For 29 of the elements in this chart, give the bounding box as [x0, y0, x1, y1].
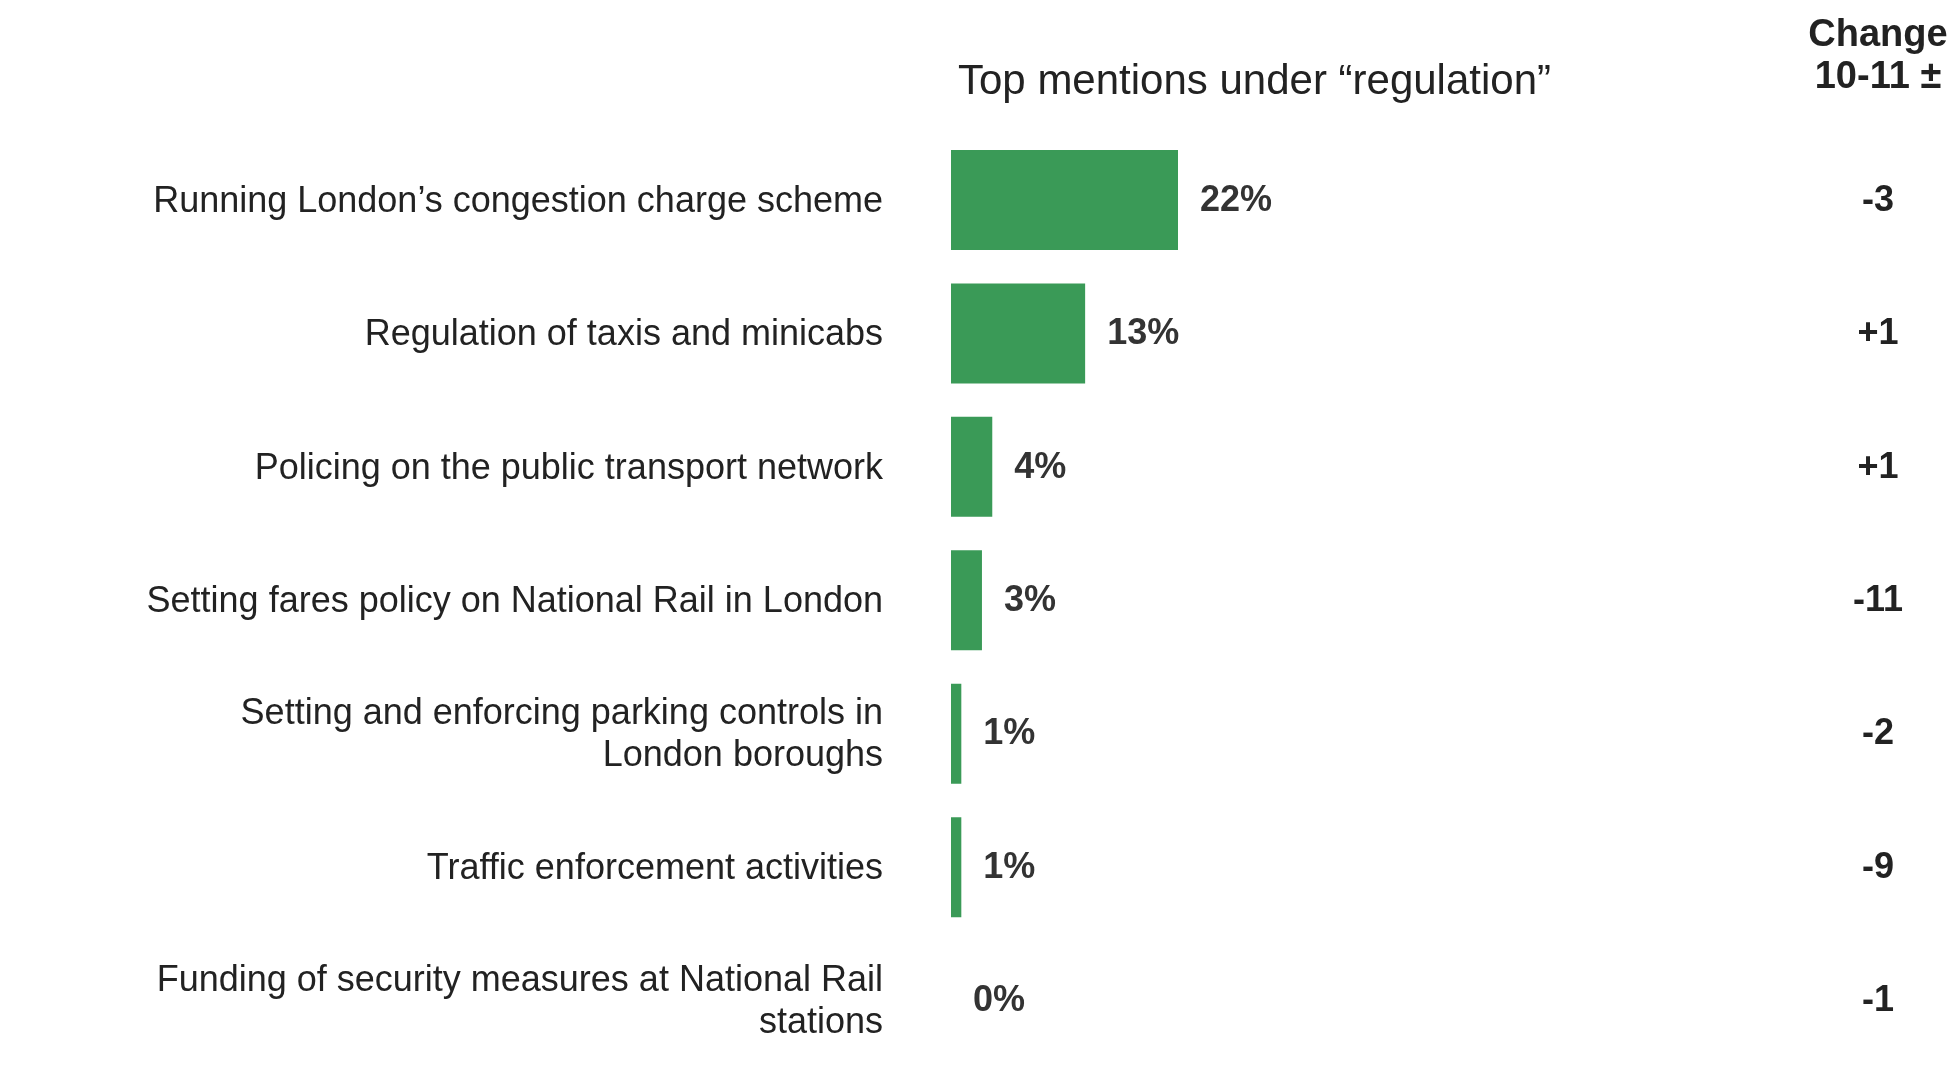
data-label: 3%	[1003, 578, 1056, 620]
text: -3	[1861, 177, 1895, 220]
bar	[951, 283, 1086, 384]
text: -1	[1861, 978, 1895, 1021]
text: Change 10-11 ±	[1807, 12, 1949, 96]
data-label: 4%	[1014, 444, 1067, 487]
y-tick-label: Funding of security measures at National Rail stations	[155, 958, 883, 1043]
y-tick-label: Setting and enforcing parking controls in London boroughs	[239, 691, 883, 776]
bar	[951, 150, 1178, 250]
text: -9	[1861, 844, 1895, 887]
bar	[951, 416, 993, 517]
y-tick-label: Setting fares policy on National Rail in London	[146, 579, 883, 621]
data-label: 1%	[983, 711, 1036, 754]
data-label: 0%	[973, 978, 1026, 1021]
y-tick-label: Policing on the public transport network	[254, 445, 883, 488]
bar	[951, 550, 982, 651]
y-tick-label: Regulation of taxis and minicabs	[364, 312, 883, 355]
data-label: 13%	[1107, 311, 1180, 354]
data-label: 22%	[1200, 177, 1273, 220]
bar	[951, 683, 962, 784]
y-tick-label: Running London’s congestion charge scheme	[153, 178, 883, 221]
chart-title: Top mentions under “regulation”	[958, 56, 1552, 104]
text: -2	[1861, 711, 1895, 754]
text: +1	[1856, 444, 1900, 487]
data-label: 1%	[983, 844, 1036, 887]
text: +1	[1856, 311, 1900, 354]
bar	[951, 817, 962, 918]
text: -11	[1851, 578, 1904, 620]
y-tick-label: Traffic enforcement activities	[426, 845, 883, 888]
